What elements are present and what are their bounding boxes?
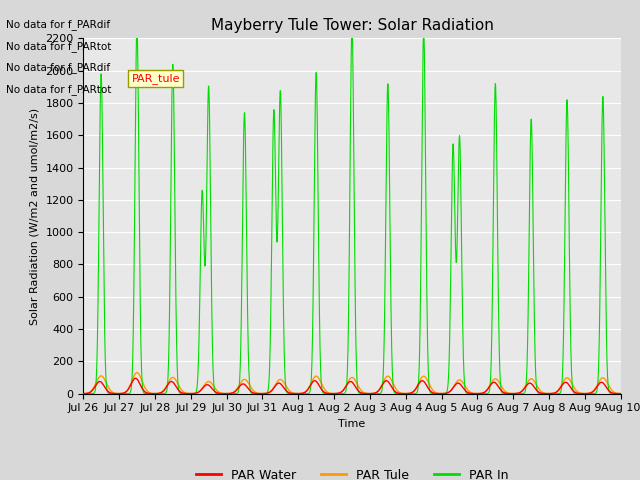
Legend: PAR Water, PAR Tule, PAR In: PAR Water, PAR Tule, PAR In bbox=[191, 464, 513, 480]
Text: No data for f_PARdif: No data for f_PARdif bbox=[6, 62, 111, 73]
Y-axis label: Solar Radiation (W/m2 and umol/m2/s): Solar Radiation (W/m2 and umol/m2/s) bbox=[29, 108, 40, 324]
Text: No data for f_PARtot: No data for f_PARtot bbox=[6, 41, 112, 52]
Title: Mayberry Tule Tower: Solar Radiation: Mayberry Tule Tower: Solar Radiation bbox=[211, 18, 493, 33]
Text: No data for f_PARdif: No data for f_PARdif bbox=[6, 19, 111, 30]
Text: PAR_tule: PAR_tule bbox=[132, 73, 180, 84]
X-axis label: Time: Time bbox=[339, 419, 365, 429]
Text: No data for f_PARtot: No data for f_PARtot bbox=[6, 84, 112, 95]
